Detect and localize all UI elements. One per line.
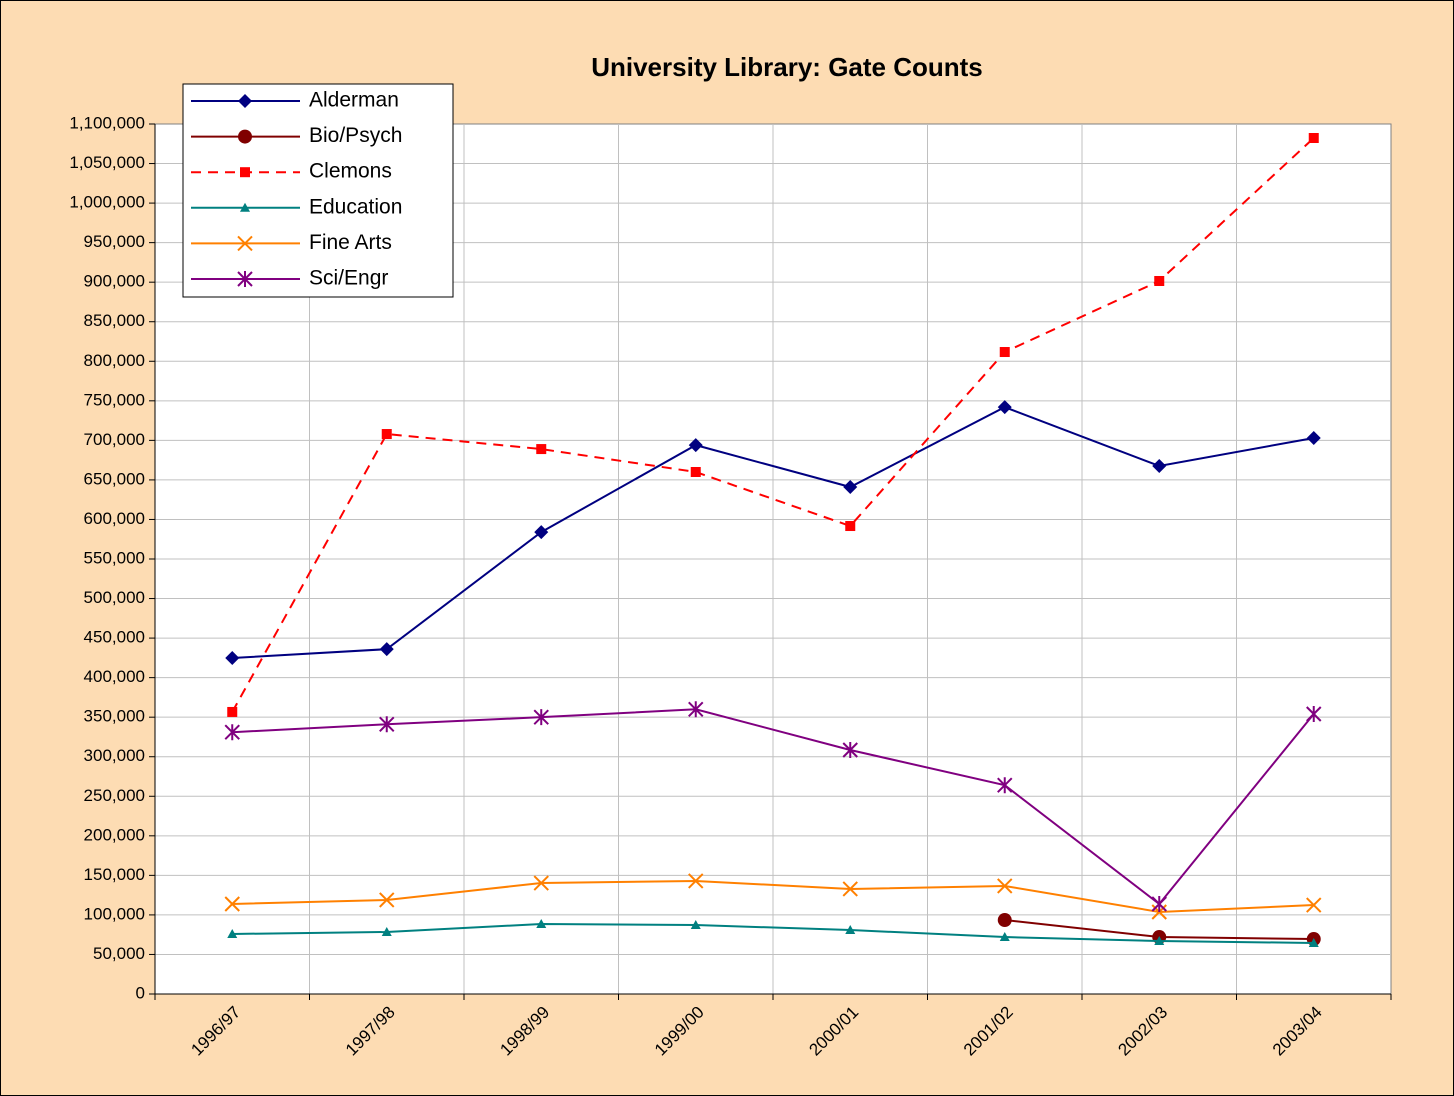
marker	[690, 467, 701, 477]
y-tick-label: 500,000	[84, 588, 145, 607]
marker	[842, 881, 858, 897]
series-line	[232, 923, 1314, 944]
y-tick-label: 1,000,000	[69, 193, 145, 212]
marker	[381, 429, 392, 440]
y-tick-label: 550,000	[84, 548, 145, 567]
marker	[997, 878, 1013, 894]
marker	[240, 202, 250, 212]
y-tick-label: 150,000	[84, 865, 145, 884]
marker	[1154, 275, 1165, 286]
marker	[1308, 132, 1319, 143]
y-tick-label: 400,000	[84, 667, 145, 686]
y-tick-label: 250,000	[84, 786, 145, 805]
marker	[999, 347, 1010, 358]
legend-label: Fine Arts	[309, 231, 392, 254]
y-tick-label: 750,000	[84, 390, 145, 409]
marker	[533, 709, 549, 726]
marker	[690, 920, 701, 930]
series-line	[231, 137, 1315, 713]
marker	[379, 716, 395, 733]
marker	[227, 928, 238, 938]
y-tick-label: 650,000	[84, 469, 145, 488]
marker	[1308, 937, 1319, 947]
y-tick-label: 800,000	[84, 351, 145, 370]
chart-title: University Library: Gate Counts	[591, 52, 983, 82]
series-line	[232, 879, 1314, 913]
marker	[224, 896, 240, 912]
marker	[224, 724, 240, 741]
legend-label: Alderman	[309, 89, 399, 112]
series-line	[232, 708, 1315, 906]
series-line	[232, 406, 1314, 660]
y-tick-label: 50,000	[93, 944, 145, 963]
marker	[237, 271, 253, 287]
marker	[227, 706, 238, 717]
marker	[1154, 936, 1165, 946]
marker	[379, 642, 394, 657]
y-tick-label: 600,000	[84, 509, 145, 528]
marker	[533, 875, 549, 891]
marker	[534, 525, 549, 540]
marker	[842, 742, 858, 759]
marker	[1306, 897, 1322, 913]
y-tick-label: 200,000	[84, 825, 145, 844]
y-tick-label: 950,000	[84, 232, 145, 251]
marker	[1306, 430, 1321, 445]
y-tick-label: 100,000	[84, 904, 145, 923]
y-tick-label: 900,000	[84, 272, 145, 291]
legend-label: Clemons	[309, 160, 392, 183]
y-tick-label: 1,100,000	[69, 113, 145, 132]
marker	[688, 873, 704, 889]
marker	[379, 892, 395, 908]
marker	[1306, 706, 1322, 723]
marker	[536, 919, 547, 929]
y-tick-label: 700,000	[84, 430, 145, 449]
marker	[999, 932, 1010, 942]
marker	[225, 651, 240, 666]
y-tick-label: 450,000	[84, 628, 145, 647]
marker	[843, 480, 858, 495]
marker	[997, 777, 1013, 794]
marker	[1152, 458, 1167, 473]
legend-label: Education	[309, 195, 402, 218]
marker	[997, 913, 1012, 928]
y-tick-label: 0	[136, 983, 145, 1002]
y-tick-label: 300,000	[84, 746, 145, 765]
marker	[238, 94, 252, 108]
y-tick-label: 350,000	[84, 707, 145, 726]
marker	[536, 444, 547, 455]
marker	[845, 925, 856, 935]
y-tick-label: 1,050,000	[69, 153, 145, 172]
marker	[845, 521, 856, 532]
y-tick-label: 850,000	[84, 311, 145, 330]
marker	[237, 235, 253, 252]
marker	[1151, 895, 1167, 912]
marker	[238, 129, 252, 144]
marker	[240, 167, 250, 178]
legend-label: Sci/Engr	[309, 267, 388, 290]
marker	[381, 926, 392, 936]
legend-box	[182, 83, 454, 298]
legend-label: Bio/Psych	[309, 124, 402, 147]
marker	[997, 400, 1012, 415]
marker	[688, 701, 704, 718]
marker	[688, 438, 703, 453]
